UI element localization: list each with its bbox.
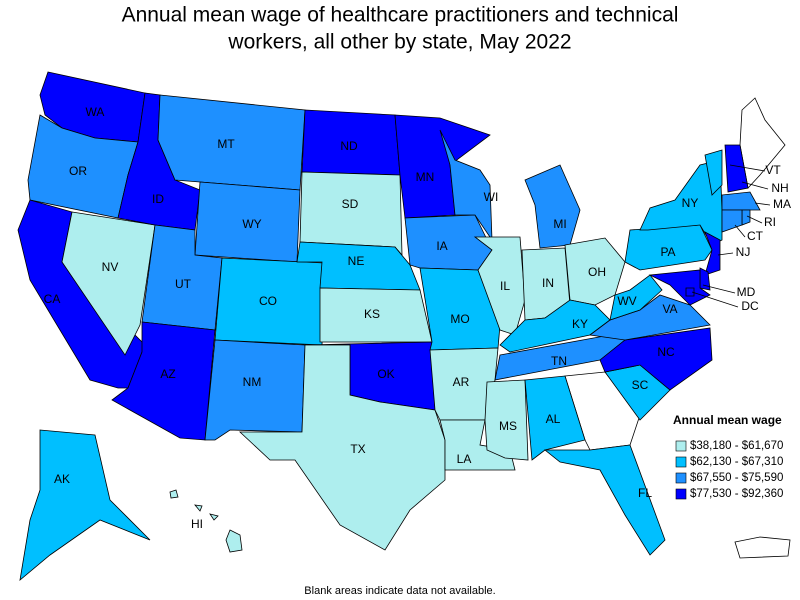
state [499,299,611,353]
state-label: WV [617,294,636,308]
state-label: TX [350,442,365,456]
state-label: CT [747,229,764,243]
state-label: KY [572,317,588,331]
state [169,489,179,499]
state-label: RI [764,215,776,229]
state-label: TN [551,354,567,368]
state-label: KS [364,307,380,321]
legend-label: $38,180 - $61,670 [690,440,783,452]
state-label: NH [771,181,788,195]
legend-swatch [675,456,687,468]
state-label: WI [484,190,499,204]
state-label: IA [436,239,447,253]
state [524,375,586,461]
state-label: HI [191,517,203,531]
legend-label: $67,550 - $75,590 [690,472,783,484]
state-label: NE [348,254,365,268]
state-label: MT [217,137,235,151]
title: Annual mean wage of healthcare practitio… [122,4,679,27]
state-label: FL [638,486,652,500]
state-label: ID [152,192,164,206]
state [721,191,761,211]
state-label: OK [377,367,394,381]
state-label: DC [741,299,759,313]
state-label: UT [175,277,192,291]
state-label: AL [546,412,561,426]
legend-label: $77,530 - $92,360 [690,488,783,500]
state-label: NJ [736,245,751,259]
state-label: AZ [160,367,175,381]
states: WA OR CA NV ID MT WY UT AZ CO NM ND SD NE KS OK TX MN IA MO… [17,71,791,581]
leader-lines [691,164,771,308]
state-label: WY [242,217,261,231]
state-label: NY [682,196,699,210]
state-label: OH [588,265,606,279]
state [439,419,516,471]
state [111,321,216,441]
state-label: LA [457,452,472,466]
state-label: WA [86,105,105,119]
state-label: MI [553,217,566,231]
state [194,504,203,512]
state-label: AK [54,472,70,486]
legend-swatch [675,488,687,500]
footnote: Blank areas indicate data not available. [304,585,495,597]
state [524,164,581,249]
legend-swatch [675,472,687,484]
state [724,144,749,193]
state [473,236,526,336]
state-label: MN [416,170,435,184]
state-label: NV [102,260,119,274]
state-label: ND [340,139,358,153]
state-label: CO [259,294,277,308]
state-label: VA [662,302,677,316]
state-label: VT [765,163,781,177]
state [238,344,446,551]
state [404,214,493,271]
state-label: NM [243,375,262,389]
state [19,429,151,581]
state [543,444,666,556]
state-label: IL [500,279,510,293]
state-label: MA [773,197,791,211]
state [721,209,743,233]
state-blank [739,97,786,189]
state-label: OR [69,164,87,178]
state [704,231,721,276]
state-label: MD [737,285,756,299]
title: workers, all other by state, May 2022 [227,31,571,54]
state [648,269,711,306]
state-label: MO [450,312,469,326]
state [204,339,306,441]
legend: $38,180 - $61,670 $62,130 - $67,310 $67,55… [675,440,783,500]
state-label: NC [657,345,675,359]
territory-blank [734,536,791,559]
state-label: IN [542,276,554,290]
state [704,149,723,196]
state-label: MS [499,419,517,433]
state-label: PA [660,245,675,259]
state-label: CA [44,292,61,306]
legend-title: Annual mean wage [673,413,782,427]
state-label: SD [342,197,359,211]
state-label: SC [632,378,649,392]
state [225,529,243,553]
state [61,211,156,356]
state [685,287,695,297]
state [599,327,713,391]
state [741,209,751,226]
state-label: AR [453,375,470,389]
legend-label: $62,130 - $67,310 [690,456,783,468]
legend-swatch [675,440,687,452]
state [209,513,219,521]
